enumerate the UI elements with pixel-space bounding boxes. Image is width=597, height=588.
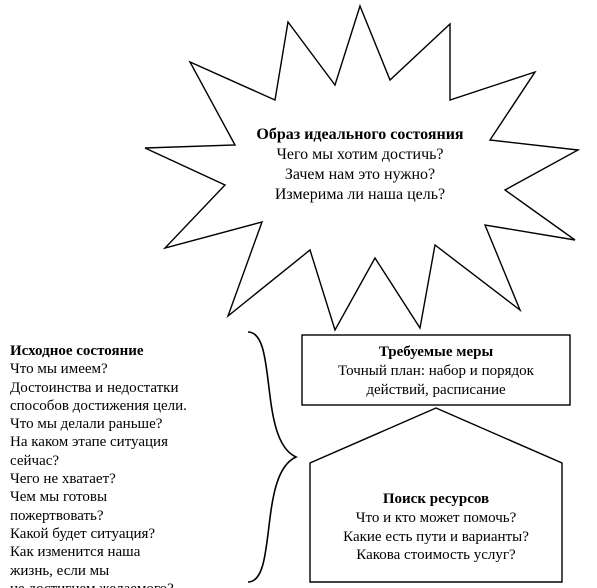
initial-state-line: Какой будет ситуация? [10, 525, 240, 543]
initial-state-line: Как изменится наша [10, 543, 240, 561]
initial-state-line: Чего не хватает? [10, 470, 240, 488]
required-measures-text: Требуемые меры Точный план: набор и поря… [302, 343, 570, 399]
initial-state-line: Что мы делали раньше? [10, 415, 240, 433]
curly-brace [248, 332, 296, 582]
resource-search-line: Какие есть пути и варианты? [316, 528, 556, 547]
initial-state-line: сейчас? [10, 452, 240, 470]
resource-search-title: Поиск ресурсов [316, 490, 556, 509]
resource-search-text: Поиск ресурсов Что и кто может помочь? К… [316, 490, 556, 565]
required-measures-line: Точный план: набор и порядок [302, 362, 570, 381]
resource-search-line: Что и кто может помочь? [316, 509, 556, 528]
required-measures-title: Требуемые меры [302, 343, 570, 362]
initial-state-text: Исходное состояние Что мы имеем? Достоин… [10, 342, 240, 588]
starburst-line: Зачем нам это нужно? [230, 165, 490, 185]
starburst-line: Чего мы хотим достичь? [230, 145, 490, 165]
resource-search-line: Какова стоимость услуг? [316, 546, 556, 565]
initial-state-line: жизнь, если мы [10, 562, 240, 580]
initial-state-line: пожертвовать? [10, 507, 240, 525]
initial-state-line: не достигнем желаемого? [10, 580, 240, 588]
initial-state-line: Достоинства и недостатки [10, 379, 240, 397]
initial-state-line: Чем мы готовы [10, 488, 240, 506]
initial-state-title: Исходное состояние [10, 342, 240, 360]
starburst-title: Образ идеального состояния [230, 125, 490, 145]
initial-state-line: Что мы имеем? [10, 360, 240, 378]
diagram-canvas: Образ идеального состояния Чего мы хотим… [0, 0, 597, 588]
starburst-line: Измерима ли наша цель? [230, 185, 490, 205]
initial-state-line: На каком этапе ситуация [10, 433, 240, 451]
starburst-text: Образ идеального состояния Чего мы хотим… [230, 125, 490, 205]
initial-state-line: способов достижения цели. [10, 397, 240, 415]
required-measures-line: действий, расписание [302, 381, 570, 400]
